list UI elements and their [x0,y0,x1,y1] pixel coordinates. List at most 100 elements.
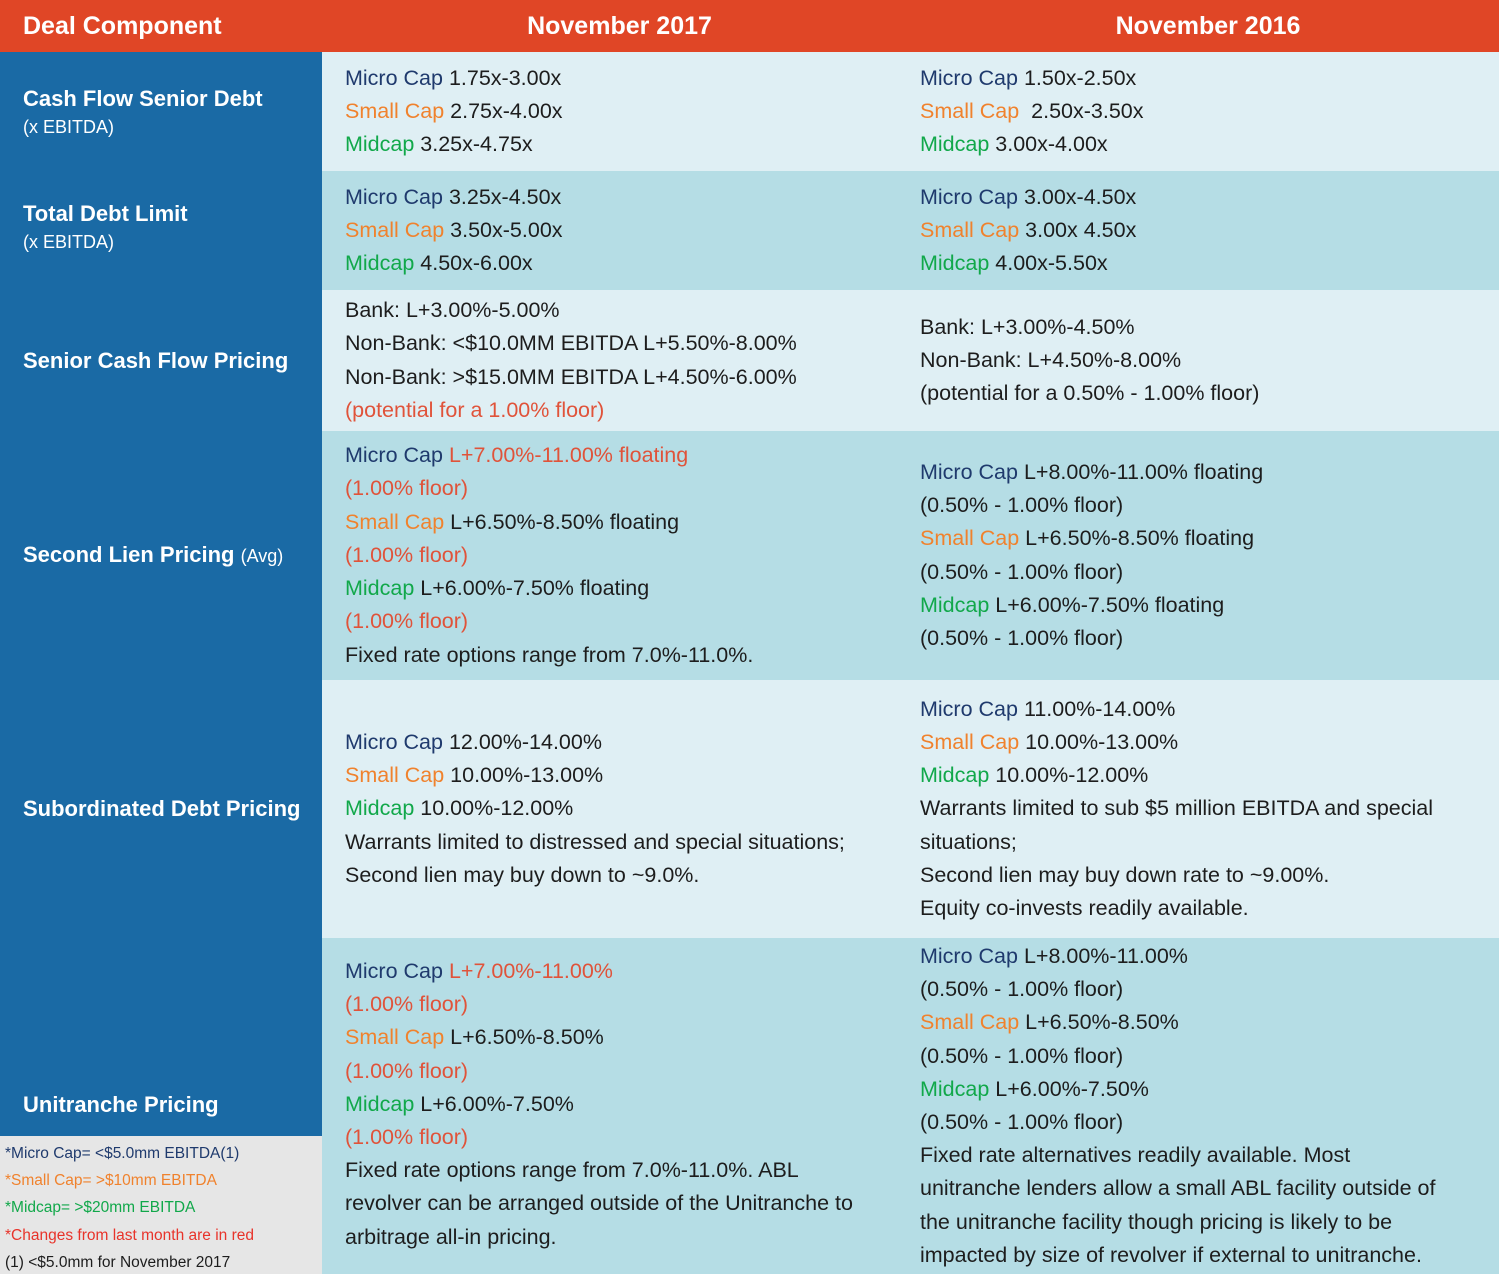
line-small-cap: Small Cap 10.00%-13.00% [920,726,1491,759]
note: Warrants limited to distressed and speci… [345,829,845,854]
tier-micro-cap: Micro Cap [345,959,443,983]
value: L+6.00%-7.50% floating [420,576,650,601]
floor-changed: (1.00% floor) [345,609,469,634]
cell-nov-2017: Micro Cap 1.75x-3.00x Small Cap 2.75x-4.… [322,52,897,171]
header-november-2017: November 2017 [527,12,712,40]
row-label: Subordinated Debt Pricing [0,680,322,938]
cell-nov-2016: Micro Cap 3.00x-4.50x Small Cap 3.00x 4.… [897,171,1499,290]
line-midcap: Midcap 10.00%-12.00% [345,792,889,825]
note: revolver can be arranged outside of the … [345,1191,853,1216]
floor-changed: (1.00% floor) [345,1125,469,1150]
tier-midcap: Midcap [345,796,415,821]
row-label: Cash Flow Senior Debt (x EBITDA) [0,52,322,171]
value: L+8.00%-11.00% floating [1023,459,1264,484]
value: L+6.50%-8.50% floating [450,509,680,534]
tier-micro-cap: Micro Cap [345,184,443,209]
line-small-cap: Small Cap L+6.50%-8.50% floating [345,506,889,539]
text-line: Non-Bank: >$15.0MM EBITDA L+4.50%-6.00% [345,364,797,389]
header-november-2016: November 2016 [1115,12,1301,40]
cell-nov-2017: Micro Cap 3.25x-4.50x Small Cap 3.50x-5.… [322,171,897,290]
floor: (0.50% - 1.00% floor) [920,493,1124,518]
row-label: Total Debt Limit (x EBITDA) [0,171,322,290]
floor: (0.50% - 1.00% floor) [920,1043,1124,1068]
note: arbitrage all-in pricing. [345,1224,557,1249]
row-label: Unitranche Pricing [0,938,322,1136]
text-line: (potential for a 0.50% - 1.00% floor) [920,381,1260,406]
tier-small-cap: Small Cap [920,1010,1020,1035]
tier-small-cap: Small Cap [345,217,445,242]
value: 3.00x-4.00x [995,132,1108,157]
value-changed: L+7.00%-11.00% [448,959,613,983]
row-label: Senior Cash Flow Pricing [0,290,322,431]
tier-micro-cap: Micro Cap [920,184,1018,209]
tier-midcap: Midcap [920,763,990,788]
legend-changes-note: *Changes from last month are in red [5,1226,254,1244]
line-midcap: Midcap L+6.00%-7.50% [920,1073,1491,1106]
note: Fixed rate options range from 7.0%-11.0%… [345,642,754,667]
floor: (0.50% - 1.00% floor) [920,1110,1124,1135]
line-micro-cap: Micro Cap 3.00x-4.50x [920,181,1491,214]
value: L+6.50%-8.50% [1025,1010,1179,1035]
tier-midcap: Midcap [345,576,415,601]
value: L+6.00%-7.50% [420,1091,574,1116]
legend: *Micro Cap= <$5.0mm EBITDA(1) *Small Cap… [0,1136,322,1274]
value: 10.00%-13.00% [450,763,604,788]
tier-micro-cap: Micro Cap [920,944,1018,968]
tier-small-cap: Small Cap [345,1025,445,1050]
value: 12.00%-14.00% [448,729,602,754]
note: the unitranche facility though pricing i… [920,1209,1393,1234]
value: L+6.00%-7.50% [995,1076,1149,1101]
cell-nov-2017: Micro Cap L+7.00%-11.00% floating (1.00%… [322,431,897,680]
row-label-subtitle: (x EBITDA) [23,116,115,137]
tier-midcap: Midcap [920,132,990,157]
line-small-cap: Small Cap L+6.50%-8.50% [345,1021,889,1054]
value: 2.75x-4.00x [450,98,563,123]
cell-nov-2016: Micro Cap L+8.00%-11.00% floating (0.50%… [897,431,1499,680]
note: Equity co-invests readily available. [920,896,1249,920]
value: 11.00%-14.00% [1023,696,1176,721]
row-label-title: Subordinated Debt Pricing [23,796,301,821]
row-label-suffix: (Avg) [240,546,284,566]
table-row-senior-cash-flow-pricing: Senior Cash Flow Pricing Bank: L+3.00%-5… [0,290,1499,431]
header-deal-component: Deal Component [23,12,222,40]
value: 3.00x 4.50x [1025,217,1137,242]
line-small-cap: Small Cap 10.00%-13.00% [345,759,889,792]
row-label-text: Second Lien Pricing [23,542,235,567]
value: 1.50x-2.50x [1023,65,1137,90]
row-label-title: Senior Cash Flow Pricing [23,347,289,373]
cell-nov-2016: Micro Cap L+8.00%-11.00% (0.50% - 1.00% … [897,938,1499,1274]
value: 4.50x-6.00x [420,251,533,276]
note: Fixed rate alternatives readily availabl… [920,1143,1351,1168]
tier-midcap: Midcap [345,1091,415,1116]
tier-midcap: Midcap [920,1076,990,1101]
text-line: Bank: L+3.00%-5.00% [345,298,560,323]
tier-micro-cap: Micro Cap [920,459,1018,484]
row-label-title: Cash Flow Senior Debt [23,85,263,111]
value: 3.25x-4.50x [448,184,562,209]
line-midcap: Midcap 4.50x-6.00x [345,247,889,280]
line-small-cap: Small Cap 3.50x-5.00x [345,214,889,247]
note: Warrants limited to sub $5 million EBITD… [920,796,1434,821]
line-micro-cap: Micro Cap L+7.00%-11.00% [345,955,889,988]
tier-small-cap: Small Cap [920,526,1020,551]
floor: (0.50% - 1.00% floor) [920,559,1124,584]
tier-micro-cap: Micro Cap [345,443,443,468]
legend-micro-cap: *Micro Cap= <$5.0mm EBITDA(1) [5,1145,240,1162]
line-small-cap: Small Cap L+6.50%-8.50% [920,1006,1491,1039]
tier-small-cap: Small Cap [920,217,1020,242]
deal-component-column [0,52,322,1136]
value: 10.00%-13.00% [1025,729,1179,754]
table-header: Deal Component November 2017 November 20… [0,0,1499,52]
tier-small-cap: Small Cap [345,763,445,788]
value: L+6.00%-7.50% floating [995,592,1225,617]
line-small-cap: Small Cap 3.00x 4.50x [920,214,1491,247]
row-label-title: Total Debt Limit [23,201,188,226]
cell-nov-2017: Micro Cap L+7.00%-11.00% (1.00% floor) S… [322,938,897,1274]
value: L+6.50%-8.50% [450,1025,604,1050]
value: 10.00%-12.00% [420,796,574,821]
note: Second lien may buy down rate to ~9.00%. [920,862,1330,887]
tier-midcap: Midcap [920,251,990,276]
line-micro-cap: Micro Cap 1.75x-3.00x [345,62,889,95]
tier-micro-cap: Micro Cap [345,65,443,90]
line-midcap: Midcap 3.25x-4.75x [345,128,889,161]
